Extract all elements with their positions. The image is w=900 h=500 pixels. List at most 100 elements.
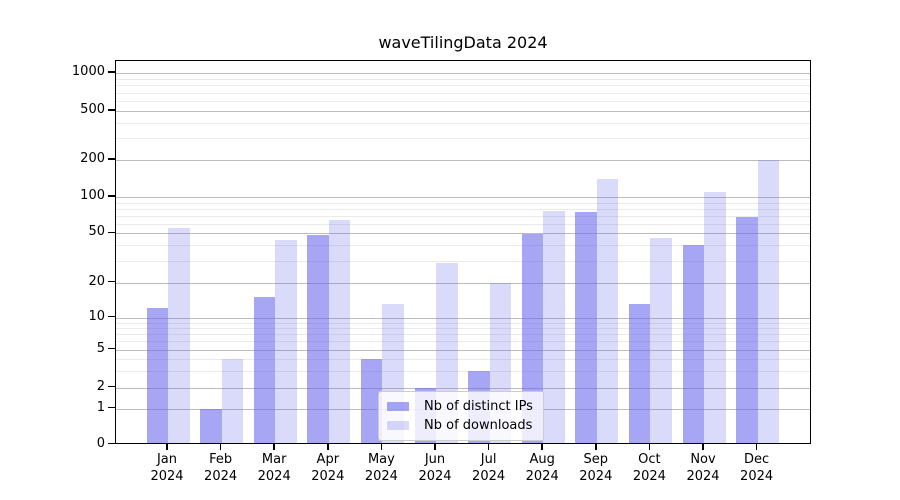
x-tick-label-year: 2024 bbox=[257, 469, 291, 484]
bar-distinct-ips-aug bbox=[521, 234, 544, 443]
gridline-major bbox=[116, 73, 810, 74]
x-tick-label-month: Nov bbox=[690, 452, 716, 467]
y-tick-mark bbox=[108, 280, 115, 283]
x-tick-mark bbox=[487, 444, 490, 450]
bar-distinct-ips-dec bbox=[736, 217, 758, 443]
x-tick-label-month: Aug bbox=[529, 452, 555, 467]
x-tick-mark bbox=[380, 444, 383, 450]
y-tick-label: 5 bbox=[96, 340, 105, 356]
x-tick-label-month: Sep bbox=[583, 452, 609, 467]
legend-row-downloads: Nb of downloads bbox=[387, 416, 533, 435]
x-tick-label: Jul 2024 bbox=[449, 451, 529, 485]
gridline-major bbox=[116, 282, 810, 284]
x-tick-label: Feb 2024 bbox=[181, 451, 261, 485]
bar-distinct-ips-nov bbox=[682, 245, 704, 443]
bar-downloads-mar bbox=[275, 240, 297, 443]
x-tick-mark bbox=[219, 444, 222, 450]
gridline-minor bbox=[116, 245, 810, 247]
gridline-minor bbox=[116, 78, 810, 80]
y-tick-label: 20 bbox=[88, 273, 105, 289]
bar-distinct-ips-sep bbox=[575, 212, 597, 443]
y-tick-label: 100 bbox=[80, 188, 105, 203]
bar-downloads-dec bbox=[757, 160, 780, 443]
x-tick-mark bbox=[166, 444, 168, 450]
x-tick-label: May 2024 bbox=[341, 451, 421, 485]
gridline-minor bbox=[116, 334, 810, 336]
bar-downloads-apr bbox=[328, 219, 351, 443]
bar-downloads-aug bbox=[543, 210, 565, 443]
chart-title: waveTilingData 2024 bbox=[378, 33, 548, 52]
bar-downloads-nov bbox=[704, 191, 726, 443]
gridline-minor bbox=[116, 370, 810, 372]
x-tick-label: Sep 2024 bbox=[556, 451, 636, 485]
y-tick-label: 200 bbox=[80, 151, 105, 166]
x-tick-mark bbox=[648, 444, 651, 450]
gridline-major bbox=[116, 349, 810, 351]
x-tick-label-year: 2024 bbox=[418, 469, 452, 484]
legend-swatch-downloads-icon bbox=[387, 421, 409, 430]
x-tick-label-year: 2024 bbox=[364, 469, 398, 484]
gridline-minor bbox=[116, 92, 810, 94]
bar-downloads-feb bbox=[221, 358, 244, 443]
x-tick-label-year: 2024 bbox=[740, 469, 774, 484]
gridline-minor bbox=[116, 202, 810, 204]
x-tick-mark bbox=[702, 444, 704, 450]
gridline-major bbox=[116, 111, 810, 112]
x-tick-label-year: 2024 bbox=[579, 469, 613, 484]
x-tick-label: Mar 2024 bbox=[234, 451, 314, 485]
y-tick-mark bbox=[108, 315, 115, 318]
gridline-minor bbox=[116, 101, 810, 102]
x-tick-label-month: Feb bbox=[209, 452, 233, 467]
gridline-major bbox=[116, 317, 810, 319]
x-tick-label-year: 2024 bbox=[204, 469, 238, 484]
x-tick-label-month: Apr bbox=[316, 452, 340, 467]
x-tick-label-month: Dec bbox=[744, 452, 770, 467]
y-tick-label: 10 bbox=[88, 308, 105, 324]
bar-downloads-oct bbox=[650, 237, 672, 443]
gridline-major bbox=[116, 197, 810, 198]
bar-downloads-sep bbox=[596, 179, 619, 443]
x-tick-mark bbox=[434, 444, 436, 450]
y-tick-mark bbox=[108, 385, 115, 388]
gridline-major bbox=[116, 233, 810, 235]
y-tick-mark bbox=[108, 442, 115, 445]
y-tick-label: 1 bbox=[96, 399, 105, 415]
x-tick-label-month: May bbox=[367, 452, 395, 467]
gridline-minor bbox=[116, 327, 810, 329]
x-tick-label-year: 2024 bbox=[686, 469, 720, 484]
x-tick-label: Nov 2024 bbox=[663, 451, 743, 485]
y-tick-mark bbox=[108, 195, 115, 197]
x-tick-label-year: 2024 bbox=[150, 469, 184, 484]
gridline-minor bbox=[116, 260, 810, 262]
legend: Nb of distinct IPs Nb of downloads bbox=[378, 391, 544, 441]
x-tick-mark bbox=[327, 444, 329, 450]
x-tick-label-month: Jun bbox=[424, 452, 446, 467]
x-tick-label-year: 2024 bbox=[525, 469, 559, 484]
y-tick-mark bbox=[108, 71, 115, 73]
y-tick-mark bbox=[108, 109, 115, 111]
plot-area bbox=[115, 60, 811, 444]
gridline-minor bbox=[116, 223, 810, 225]
x-tick-label: Apr 2024 bbox=[288, 451, 368, 485]
x-tick-label: Jun 2024 bbox=[395, 451, 475, 485]
x-tick-label-month: Oct bbox=[638, 452, 661, 467]
x-tick-label-year: 2024 bbox=[472, 469, 506, 484]
x-tick-mark bbox=[595, 444, 597, 450]
x-tick-label-month: Mar bbox=[261, 452, 287, 467]
bar-distinct-ips-feb bbox=[200, 408, 222, 443]
y-tick-label: 1000 bbox=[71, 64, 105, 79]
gridline-minor bbox=[116, 215, 810, 217]
x-tick-label-year: 2024 bbox=[632, 469, 666, 484]
x-tick-label: Oct 2024 bbox=[609, 451, 689, 485]
gridline-minor bbox=[116, 341, 810, 343]
bar-distinct-ips-may bbox=[360, 358, 383, 443]
y-tick-mark bbox=[108, 231, 115, 234]
bar-distinct-ips-apr bbox=[307, 235, 329, 443]
x-tick-mark bbox=[541, 444, 543, 450]
legend-label-distinct-ips: Nb of distinct IPs bbox=[424, 399, 533, 414]
bar-distinct-ips-jan bbox=[146, 308, 168, 443]
x-tick-label: Dec 2024 bbox=[717, 451, 797, 485]
y-tick-label: 50 bbox=[88, 224, 105, 240]
gridline-major bbox=[116, 387, 810, 389]
